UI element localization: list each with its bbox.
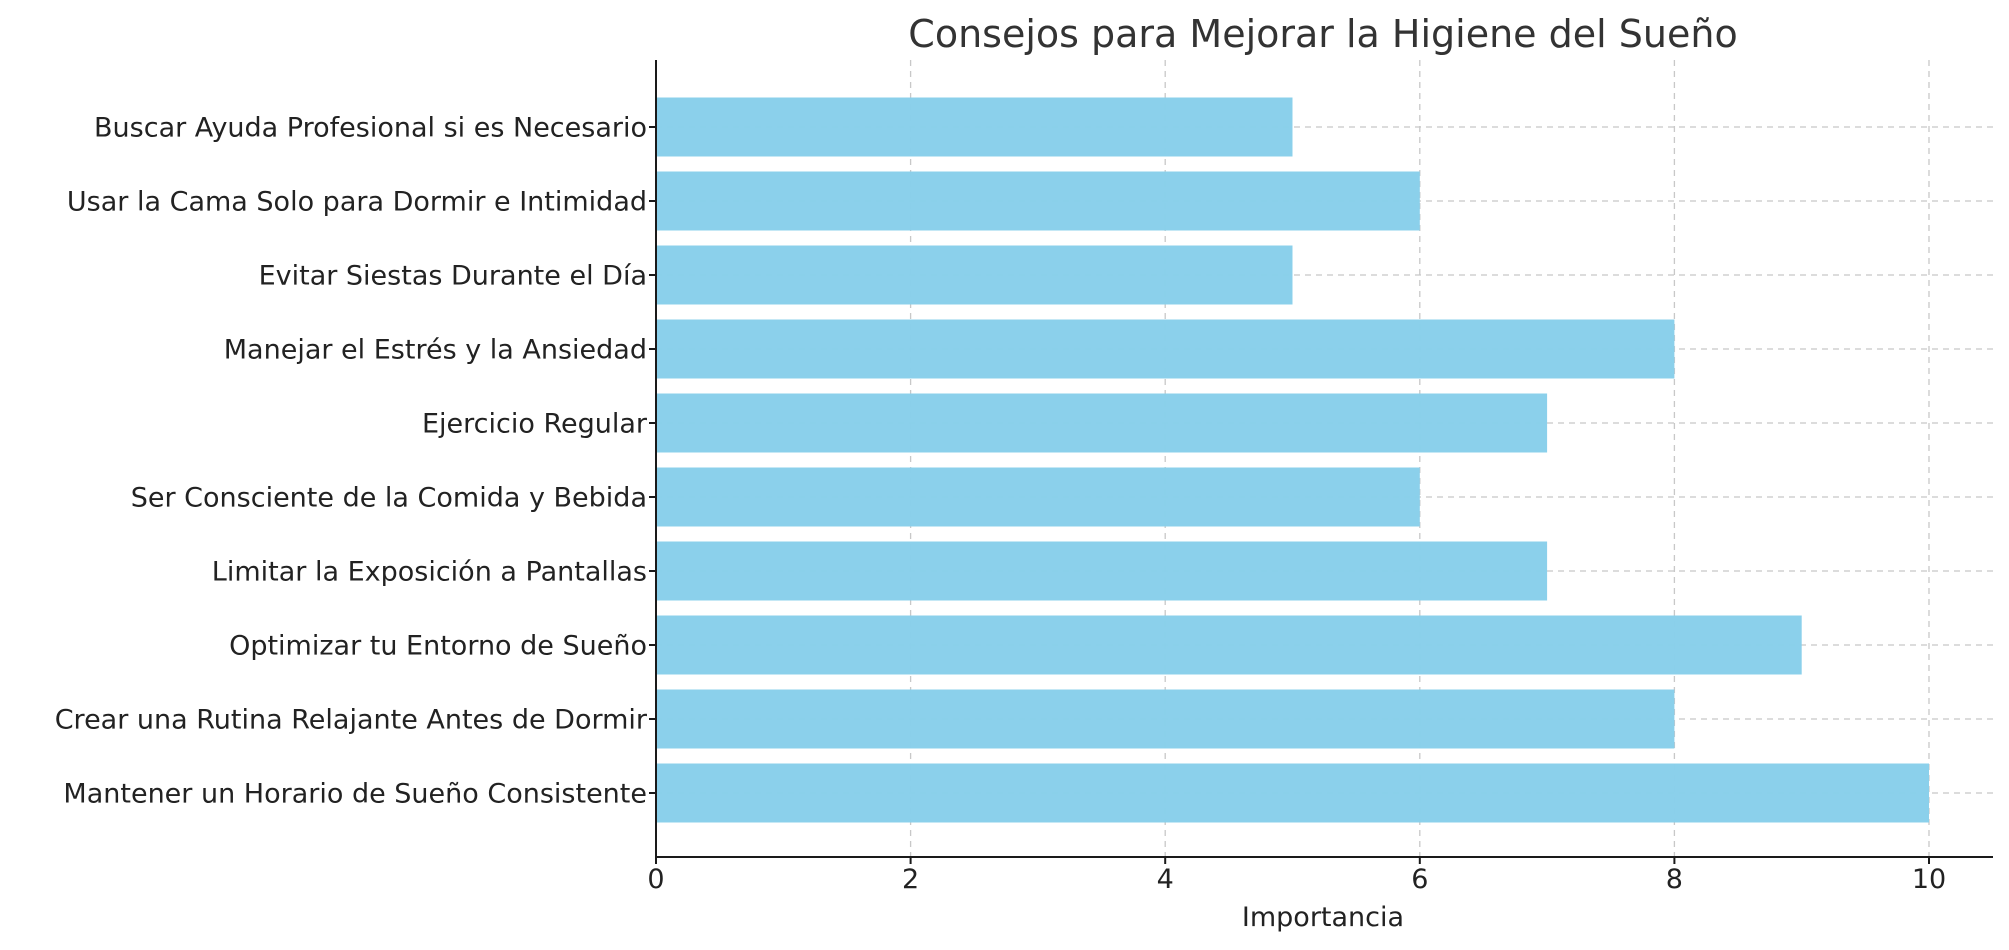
y-tick-label: Ser Consciente de la Comida y Bebida — [131, 483, 647, 514]
y-tick-label: Manejar el Estrés y la Ansiedad — [224, 335, 647, 366]
bars — [656, 97, 1929, 823]
y-tick-label: Usar la Cama Solo para Dormir e Intimida… — [67, 187, 647, 218]
x-axis-label: Importancia — [1242, 902, 1404, 933]
y-tick-label: Buscar Ayuda Profesional si es Necesario — [94, 113, 647, 144]
bar — [656, 393, 1548, 453]
chart-title: Consejos para Mejorar la Higiene del Sue… — [908, 12, 1737, 56]
bar — [656, 171, 1420, 231]
axes — [655, 60, 1993, 858]
x-tick-label: 10 — [1912, 864, 1946, 895]
x-tick-label: 0 — [647, 864, 664, 895]
y-tick-label: Mantener un Horario de Sueño Consistente — [63, 779, 647, 810]
x-tick-label: 4 — [1157, 864, 1174, 895]
bar — [656, 763, 1929, 823]
y-tick-label: Optimizar tu Entorno de Sueño — [229, 631, 647, 662]
bar — [656, 689, 1675, 749]
y-tick-labels: Mantener un Horario de Sueño Consistente… — [55, 113, 656, 810]
bar — [656, 245, 1293, 305]
bar — [656, 467, 1420, 527]
bar — [656, 615, 1802, 675]
y-tick-label: Ejercicio Regular — [422, 409, 648, 440]
x-tick-label: 8 — [1666, 864, 1683, 895]
bar — [656, 541, 1548, 601]
x-tick-label: 2 — [902, 864, 919, 895]
bar — [656, 319, 1675, 379]
y-tick-label: Crear una Rutina Relajante Antes de Dorm… — [55, 705, 648, 736]
x-tick-label: 6 — [1411, 864, 1428, 895]
bar — [656, 97, 1293, 157]
x-tick-labels: 0 2 4 6 8 10 — [647, 857, 1946, 895]
y-tick-label: Evitar Siestas Durante el Día — [259, 261, 647, 292]
y-tick-label: Limitar la Exposición a Pantallas — [212, 557, 647, 588]
